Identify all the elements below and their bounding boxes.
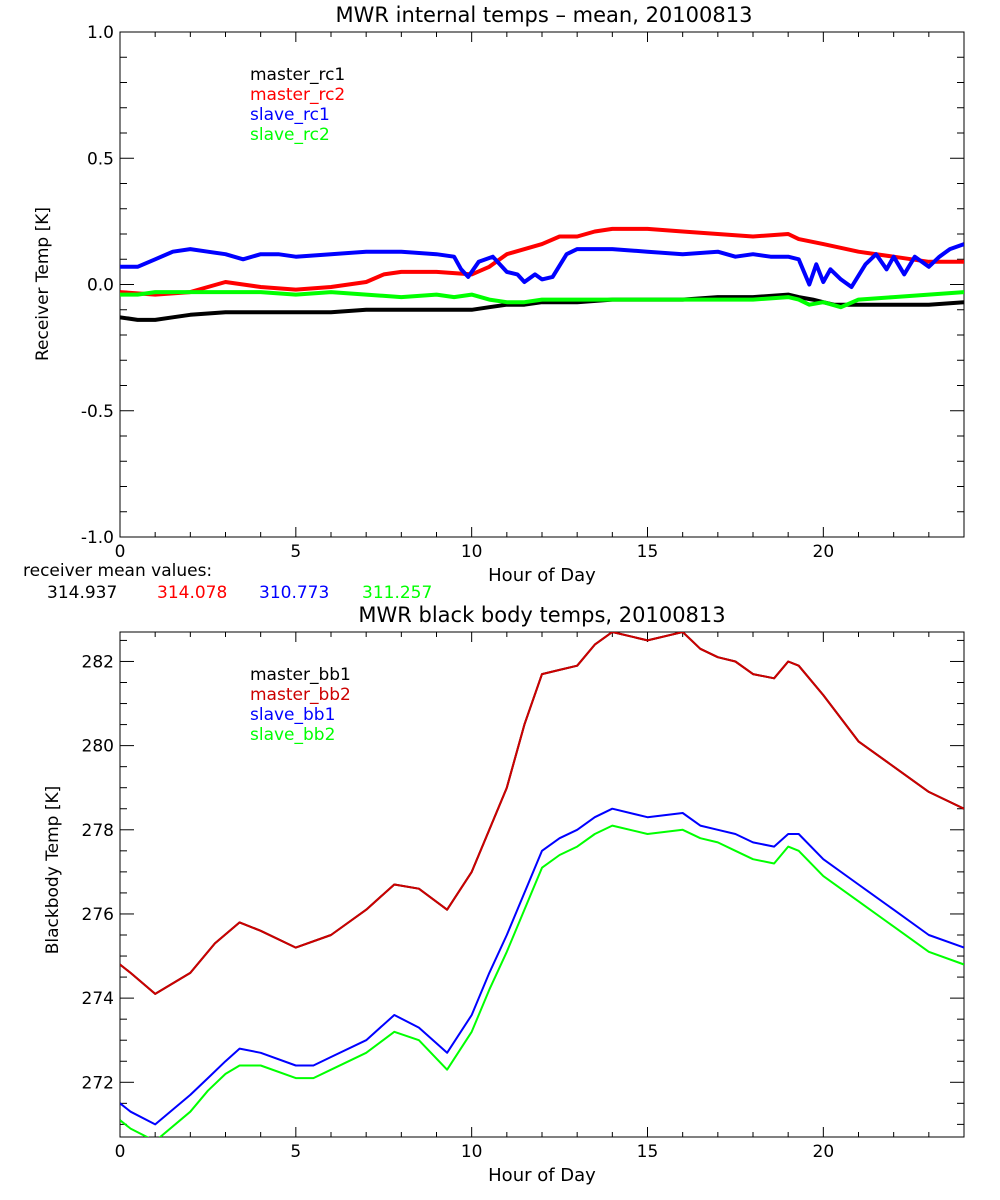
y-tick-label: 276 — [82, 905, 114, 925]
x-tick-label: 15 — [637, 1142, 659, 1162]
y-tick-label: 0.0 — [87, 276, 114, 296]
mean-value: 314.937 — [47, 583, 117, 603]
legend-entry: slave_bb2 — [250, 725, 335, 745]
y-tick-label: 1.0 — [87, 23, 114, 43]
y-tick-label: 272 — [82, 1073, 114, 1093]
series-line-slave-bb1 — [120, 807, 964, 1126]
axis-ticks — [119, 31, 965, 538]
legend-entry: slave_rc2 — [250, 125, 330, 145]
x-tick-label: 5 — [290, 542, 301, 562]
series-lines — [120, 632, 964, 1137]
y-axis-label: Receiver Temp [K] — [33, 207, 53, 361]
x-tick-label: 10 — [461, 542, 483, 562]
y-tick-label: 0.5 — [87, 149, 114, 169]
mean-values-label: receiver mean values: — [23, 561, 212, 581]
legend-entry: master_rc2 — [250, 85, 345, 105]
mean-values: 314.937 314.078 310.773 311.257 — [47, 583, 432, 603]
legend-entry: master_bb1 — [250, 665, 351, 685]
legend-entry: master_bb2 — [250, 685, 351, 705]
y-tick-label: 282 — [82, 652, 114, 672]
y-tick-label: -0.5 — [81, 402, 114, 422]
x-axis-label: Hour of Day — [488, 565, 596, 586]
series-line-master-bb1 — [120, 632, 964, 995]
y-tick-label: 274 — [82, 989, 114, 1009]
y-tick-labels: 272 274 276 278 280 282 — [82, 652, 114, 1093]
series-line-slave-rc1 — [120, 242, 964, 289]
x-tick-label: 10 — [461, 1142, 483, 1162]
x-tick-label: 5 — [290, 1142, 301, 1162]
legend-entry: master_rc1 — [250, 65, 345, 85]
mean-value: 311.257 — [362, 583, 432, 603]
chart-title: MWR internal temps – mean, 20100813 — [336, 3, 753, 27]
plot-frame — [119, 631, 965, 1138]
x-tick-label: 20 — [813, 542, 835, 562]
axis-ticks — [119, 632, 965, 1137]
legend-entry: slave_rc1 — [250, 105, 330, 125]
receiver-temp-panel: MWR internal temps – mean, 20100813 0 5 10… — [23, 3, 965, 603]
x-tick-label: 15 — [637, 542, 659, 562]
x-axis-label: Hour of Day — [488, 1165, 596, 1186]
x-tick-label: 20 — [813, 1142, 835, 1162]
series-line-master-bb2 — [120, 632, 964, 995]
mean-value: 310.773 — [259, 583, 329, 603]
y-tick-label: 280 — [82, 737, 114, 757]
y-tick-label: -1.0 — [81, 528, 114, 548]
chart-title: MWR black body temps, 20100813 — [358, 603, 725, 627]
series-lines — [120, 226, 964, 322]
x-tick-labels: 0 5 10 15 20 — [115, 542, 835, 562]
series-line-slave-bb2 — [120, 824, 964, 1137]
series-line-slave-rc2 — [120, 290, 964, 310]
x-tick-label: 0 — [115, 542, 126, 562]
blackbody-temp-panel: MWR black body temps, 20100813 0 5 10 15 20 … — [43, 603, 965, 1186]
y-tick-label: 278 — [82, 821, 114, 841]
x-tick-label: 0 — [115, 1142, 126, 1162]
series-line-master-rc2 — [120, 226, 964, 297]
y-axis-label: Blackbody Temp [K] — [43, 786, 63, 955]
mean-value: 314.078 — [157, 583, 227, 603]
legend-entry: slave_bb1 — [250, 705, 335, 725]
y-tick-labels: -1.0 -0.5 0.0 0.5 1.0 — [81, 23, 114, 548]
x-tick-labels: 0 5 10 15 20 — [115, 1142, 835, 1162]
